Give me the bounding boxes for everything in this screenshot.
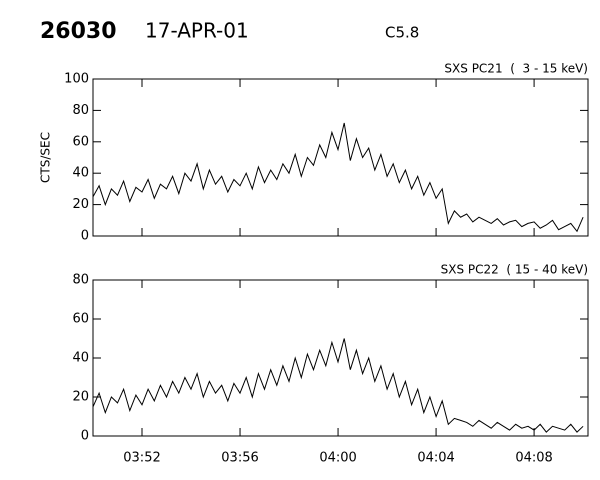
y-tick-label: 80 bbox=[72, 103, 89, 118]
data-line bbox=[92, 338, 584, 433]
x-tick-label: 04:00 bbox=[319, 451, 356, 466]
date: 17-APR-01 bbox=[145, 19, 249, 43]
panel-label: SXS PC22 ( 15 - 40 keV) bbox=[441, 263, 588, 277]
y-tick-label: 80 bbox=[72, 273, 89, 288]
y-tick-label: 100 bbox=[64, 72, 89, 87]
plot-frame bbox=[92, 78, 589, 237]
y-tick-label: 0 bbox=[81, 429, 89, 444]
data-line bbox=[92, 122, 584, 233]
y-tick-label: 40 bbox=[72, 351, 89, 366]
y-tick-label: 0 bbox=[81, 229, 89, 244]
x-tick-label: 03:52 bbox=[123, 451, 160, 466]
y-tick-label: 60 bbox=[72, 312, 89, 327]
x-tick-label: 04:08 bbox=[515, 451, 552, 466]
x-tick-label: 04:04 bbox=[417, 451, 454, 466]
y-tick-label: 20 bbox=[72, 390, 89, 405]
x-tick-label: 03:56 bbox=[221, 451, 258, 466]
panel-label: SXS PC21 ( 3 - 15 keV) bbox=[444, 62, 588, 76]
plot-frame bbox=[92, 279, 589, 437]
y-tick-label: 20 bbox=[72, 197, 89, 212]
y-tick-label: 60 bbox=[72, 134, 89, 149]
flare-class: C5.8 bbox=[385, 24, 419, 42]
y-tick-label: 40 bbox=[72, 166, 89, 181]
y-axis-label: CTS/SEC bbox=[39, 132, 53, 183]
event-id: 26030 bbox=[40, 19, 117, 44]
